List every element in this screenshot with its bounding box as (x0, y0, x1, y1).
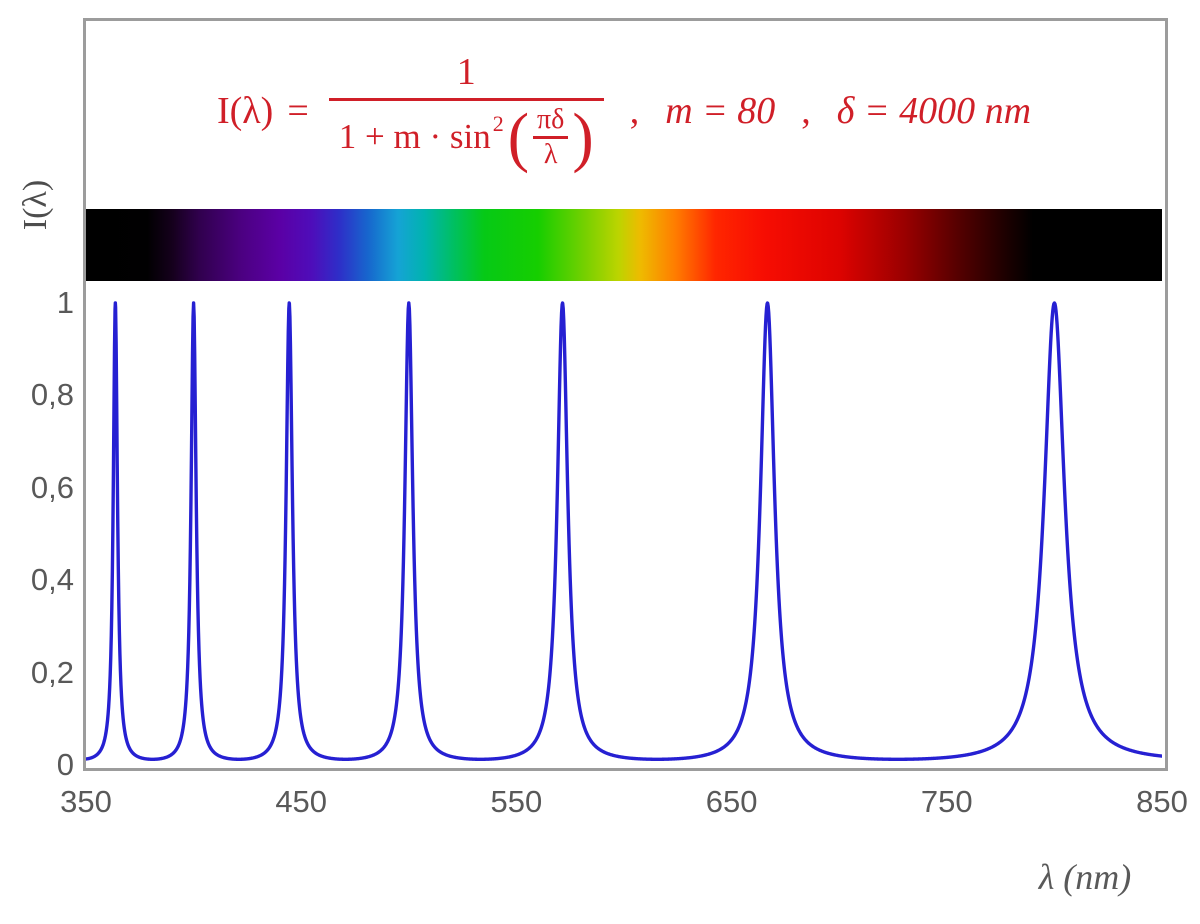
y-tick-label: 1 (56, 285, 74, 320)
x-tick-label: 550 (490, 784, 543, 819)
formula-comma-1: , (629, 90, 640, 132)
fraction-denominator: 1 + m · sin 2 ( πδ λ ) (329, 99, 604, 174)
denominator-text: 1 + m · sin (338, 117, 491, 157)
formula-equals: = (287, 90, 309, 132)
inner-fraction: πδ λ (533, 105, 569, 171)
y-axis-title: I(λ) (17, 179, 54, 231)
formula-title: I(λ) = 1 1 + m · sin 2 ( πδ λ ) , m = 80… (86, 32, 1162, 190)
y-tick-label: 0 (56, 747, 74, 782)
formula-lhs: I(λ) (216, 90, 274, 132)
x-tick-label: 650 (705, 784, 758, 819)
plot-frame (83, 18, 1168, 771)
close-paren: ) (572, 99, 594, 174)
inner-denominator: λ (543, 139, 558, 171)
intensity-curve (86, 301, 1162, 761)
open-paren: ( (507, 99, 530, 174)
x-tick-label: 450 (275, 784, 328, 819)
denominator-exponent: 2 (492, 111, 504, 137)
x-axis-title: λ (nm) (1038, 857, 1132, 897)
fraction-bar (328, 98, 604, 101)
x-tick-label: 350 (60, 784, 112, 819)
formula-comma-2: , (801, 90, 811, 132)
param-m: m = 80 (665, 90, 776, 132)
y-tick-label: 0,8 (30, 377, 74, 413)
intensity-curve-plot (86, 301, 1162, 761)
formula-fraction: 1 1 + m · sin 2 ( πδ λ ) (328, 51, 604, 174)
visible-spectrum-bar (86, 209, 1162, 281)
x-tick-label: 750 (920, 784, 973, 819)
y-tick-label: 0,2 (30, 654, 74, 690)
param-delta: δ = 4000 nm (836, 90, 1032, 132)
y-tick-label: 0,6 (30, 469, 74, 505)
y-tick-label: 0,4 (30, 562, 74, 598)
x-tick-label: 850 (1136, 784, 1188, 819)
inner-numerator: πδ (533, 105, 569, 140)
fraction-numerator: 1 (456, 51, 476, 94)
